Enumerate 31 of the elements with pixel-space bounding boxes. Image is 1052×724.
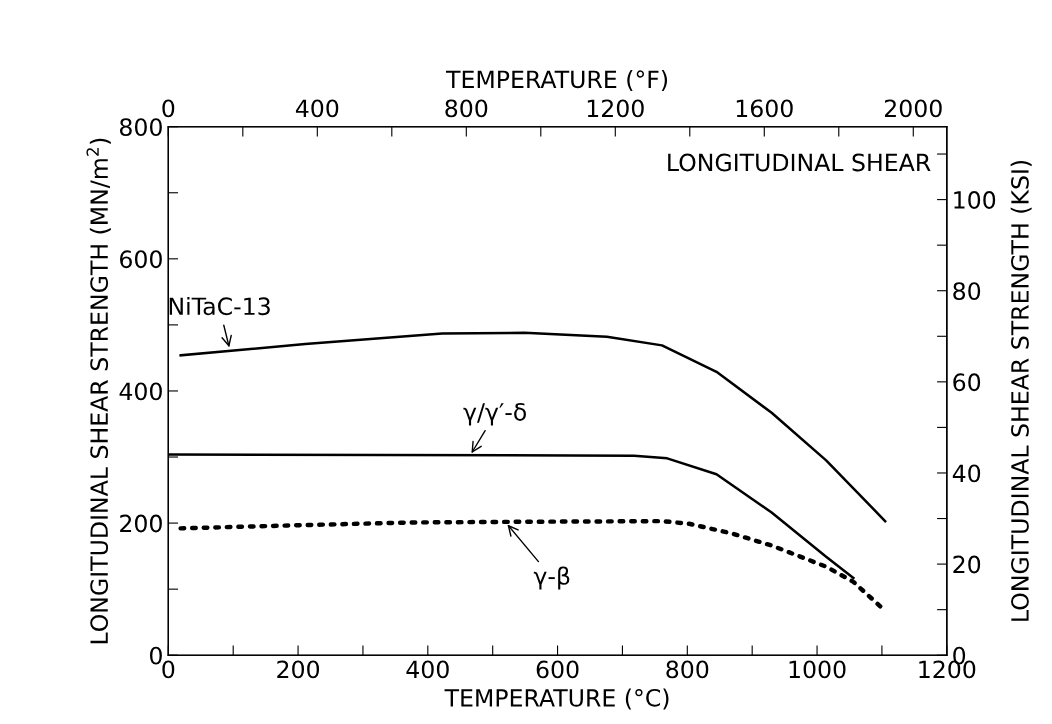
line-series (179, 331, 887, 523)
x-tick-label: 0 (162, 660, 175, 679)
annotation: NiTaC-13 (169, 296, 270, 316)
y2-tick-label: 100 (954, 191, 996, 209)
x-tick-label: 200 (277, 660, 320, 679)
annotation: γ-β (533, 566, 570, 590)
x2-tick-label: 1600 (736, 99, 793, 118)
y2-axis-title: LONGITUDINAL SHEAR STRENGTH (KSI) (1010, 160, 1032, 621)
annotation: LONGITUDINAL SHEAR (668, 153, 931, 172)
x2-tick-label: 1200 (587, 99, 644, 118)
y2-tick-label: 40 (952, 464, 981, 483)
x-tick-label: 600 (536, 660, 579, 679)
x2-axis-title: TEMPERATURE (°F) (445, 69, 668, 91)
annotation: γ/γ′-δ (463, 403, 526, 426)
y-tick-label: 800 (119, 118, 162, 137)
x2-tick-label: 2000 (884, 99, 942, 118)
y-axis-title: LONGITUDINAL SHEAR STRENGTH (MN/m$^{2}$) (86, 138, 111, 644)
x-tick-label: 800 (666, 660, 709, 679)
y-tick-label: 200 (120, 514, 162, 533)
x2-tick-label: 400 (295, 99, 339, 118)
y2-tick-label: 20 (953, 555, 981, 574)
x2-tick-label: 800 (445, 99, 488, 118)
y2-tick-label: 80 (953, 282, 981, 301)
x2-tick-label: 0 (162, 99, 175, 118)
x-axis-title: TEMPERATURE (°C) (444, 688, 669, 710)
y-tick-label: 600 (120, 250, 162, 269)
y-tick-label: 400 (119, 382, 162, 401)
y-tick-label: 0 (149, 646, 162, 665)
x-tick-label: 400 (406, 660, 449, 679)
y2-tick-label: 60 (953, 373, 981, 392)
x-tick-label: 1000 (789, 660, 846, 679)
